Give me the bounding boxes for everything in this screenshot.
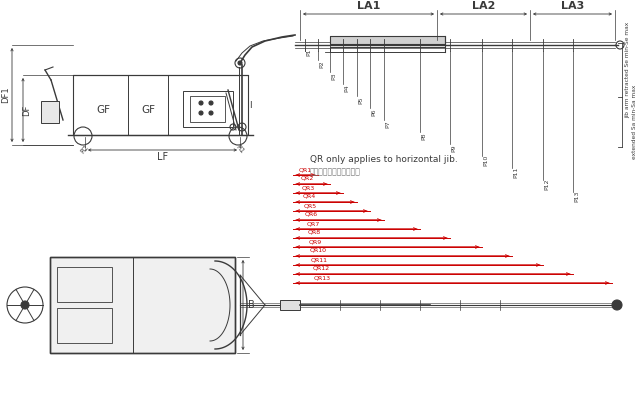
Text: P11: P11 (513, 166, 518, 178)
Text: QR10: QR10 (310, 248, 327, 253)
Text: P13: P13 (574, 190, 579, 202)
Circle shape (21, 301, 29, 309)
Text: QR4: QR4 (303, 194, 316, 199)
Text: QR13: QR13 (314, 275, 331, 280)
Text: R2: R2 (80, 144, 90, 154)
Text: P6: P6 (371, 108, 376, 116)
Circle shape (238, 61, 242, 65)
Text: QR2: QR2 (300, 176, 314, 181)
Bar (41, 101, 59, 123)
Text: P12: P12 (544, 178, 549, 190)
Text: QR3: QR3 (302, 185, 315, 190)
Bar (57, 308, 112, 343)
Text: QR5: QR5 (304, 203, 317, 208)
Text: DF: DF (22, 104, 32, 116)
Text: DF1: DF1 (1, 87, 11, 103)
Text: 请看不同位置的起重负图: 请看不同位置的起重负图 (310, 168, 361, 177)
Bar (330, 47, 445, 52)
Text: QR only applies to horizontal jib.: QR only applies to horizontal jib. (310, 156, 458, 164)
Text: QR1: QR1 (299, 167, 312, 172)
Bar (73, 75, 248, 135)
Text: I: I (249, 100, 251, 109)
Bar (330, 36, 445, 44)
Text: extended Sa min-Sa max: extended Sa min-Sa max (632, 85, 635, 159)
Text: LA3: LA3 (561, 1, 584, 11)
Text: GF: GF (141, 105, 155, 115)
Bar (190, 96, 225, 122)
Circle shape (199, 111, 203, 115)
Text: P4: P4 (344, 84, 349, 92)
Circle shape (209, 111, 213, 115)
Circle shape (199, 101, 203, 105)
Bar (183, 91, 233, 127)
Text: P10: P10 (483, 154, 488, 166)
Bar (57, 267, 112, 302)
Text: LA2: LA2 (472, 1, 495, 11)
Text: GF: GF (96, 105, 110, 115)
Text: QR7: QR7 (306, 221, 319, 226)
Bar (280, 300, 300, 310)
Text: P3: P3 (331, 72, 336, 80)
Text: QR11: QR11 (311, 257, 328, 262)
Bar (50, 257, 235, 353)
Text: P7: P7 (385, 120, 390, 128)
Text: QR9: QR9 (309, 239, 322, 244)
Text: R1: R1 (235, 143, 245, 154)
Bar (50, 257, 235, 353)
Text: QR12: QR12 (312, 266, 330, 271)
Text: QR8: QR8 (307, 230, 321, 235)
Text: P2: P2 (319, 60, 324, 68)
Text: P8: P8 (421, 132, 426, 140)
Text: QR6: QR6 (305, 212, 318, 217)
Text: P9: P9 (451, 144, 456, 152)
Text: B: B (248, 300, 255, 310)
Text: LA1: LA1 (357, 1, 380, 11)
Circle shape (612, 300, 622, 310)
Text: P5: P5 (358, 96, 363, 104)
Text: P1: P1 (306, 48, 311, 56)
Text: LF: LF (157, 152, 168, 162)
Circle shape (209, 101, 213, 105)
Text: jib arm retracted Se min-Se max: jib arm retracted Se min-Se max (625, 22, 631, 118)
